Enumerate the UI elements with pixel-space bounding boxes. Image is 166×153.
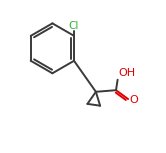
Text: Cl: Cl <box>69 21 79 31</box>
Text: OH: OH <box>118 68 136 78</box>
Text: O: O <box>130 95 138 105</box>
